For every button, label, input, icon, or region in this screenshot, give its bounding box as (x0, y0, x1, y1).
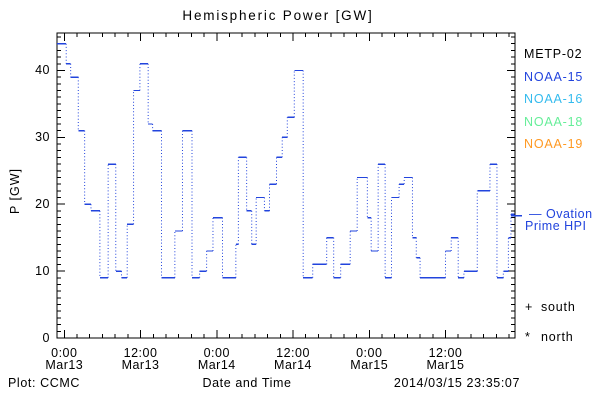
north-marker-label: north (541, 330, 574, 344)
x-tick-date: Mar13 (121, 358, 160, 372)
plot-timestamp: 2014/03/15 23:35:07 (393, 376, 520, 390)
north-marker-legend: * north (525, 330, 574, 344)
y-tick-label-10: 10 (35, 264, 50, 279)
y-tick-label-20: 20 (35, 197, 50, 212)
plot-frame (56, 32, 516, 339)
x-axis-label: Date and Time (202, 376, 292, 390)
x-tick-time: 12:00 (428, 346, 463, 360)
legend-item-noaa-16: NOAA-16 (524, 92, 584, 106)
x-tick-label-0:00-Mar13: 0:00 Mar13 (28, 346, 100, 372)
x-tick-label-12:00-Mar15: 12:00 Mar15 (409, 346, 481, 372)
x-tick-time: 12:00 (276, 346, 310, 360)
x-tick-date: Mar15 (350, 358, 389, 372)
south-marker-label: south (541, 300, 576, 314)
y-tick-label-40: 40 (35, 63, 50, 78)
plus-marker-icon: + (525, 300, 534, 314)
legend-item-metp-02: METP-02 (524, 47, 583, 61)
ovation-legend-line2: Prime HPI (525, 218, 587, 233)
y-tick-label-30: 30 (35, 130, 50, 145)
ovation-prime-hpi-legend: — Ovation Prime HPI (525, 207, 593, 232)
x-tick-label-0:00-Mar15: 0:00 Mar15 (333, 346, 405, 372)
x-tick-label-12:00-Mar13: 12:00 Mar13 (105, 346, 177, 372)
satellite-legend: METP-02 NOAA-15 NOAA-16 NOAA-18 NOAA-19 (524, 47, 583, 160)
legend-item-noaa-18: NOAA-18 (524, 114, 584, 129)
plot-credit: Plot: CCMC (8, 376, 80, 390)
x-tick-time: 12:00 (123, 346, 158, 360)
hpi-step-connectors (65, 43, 512, 278)
x-tick-time: 0:00 (356, 346, 383, 360)
x-tick-label-12:00-Mar14: 12:00 Mar14 (257, 346, 329, 372)
x-tick-date: Mar14 (197, 358, 236, 372)
ovation-legend-line1: — Ovation (529, 207, 593, 221)
axis-ticks (57, 33, 515, 338)
y-tick-label-0: 0 (42, 331, 50, 345)
hpi-step-line (57, 43, 515, 279)
south-marker-legend: + south (525, 300, 576, 314)
legend-item-noaa-15: NOAA-15 (524, 69, 584, 84)
x-tick-time: 0:00 (203, 346, 230, 360)
plot-title: Hemispheric Power [GW] (182, 8, 374, 23)
asterisk-marker-icon: * (525, 330, 531, 344)
x-tick-date: Mar13 (45, 358, 84, 372)
x-tick-date: Mar14 (274, 358, 312, 372)
x-tick-time: 0:00 (51, 346, 78, 360)
x-tick-label-0:00-Mar14: 0:00 Mar14 (181, 346, 253, 372)
x-tick-date: Mar15 (426, 358, 465, 372)
legend-item-noaa-19: NOAA-19 (524, 137, 584, 151)
